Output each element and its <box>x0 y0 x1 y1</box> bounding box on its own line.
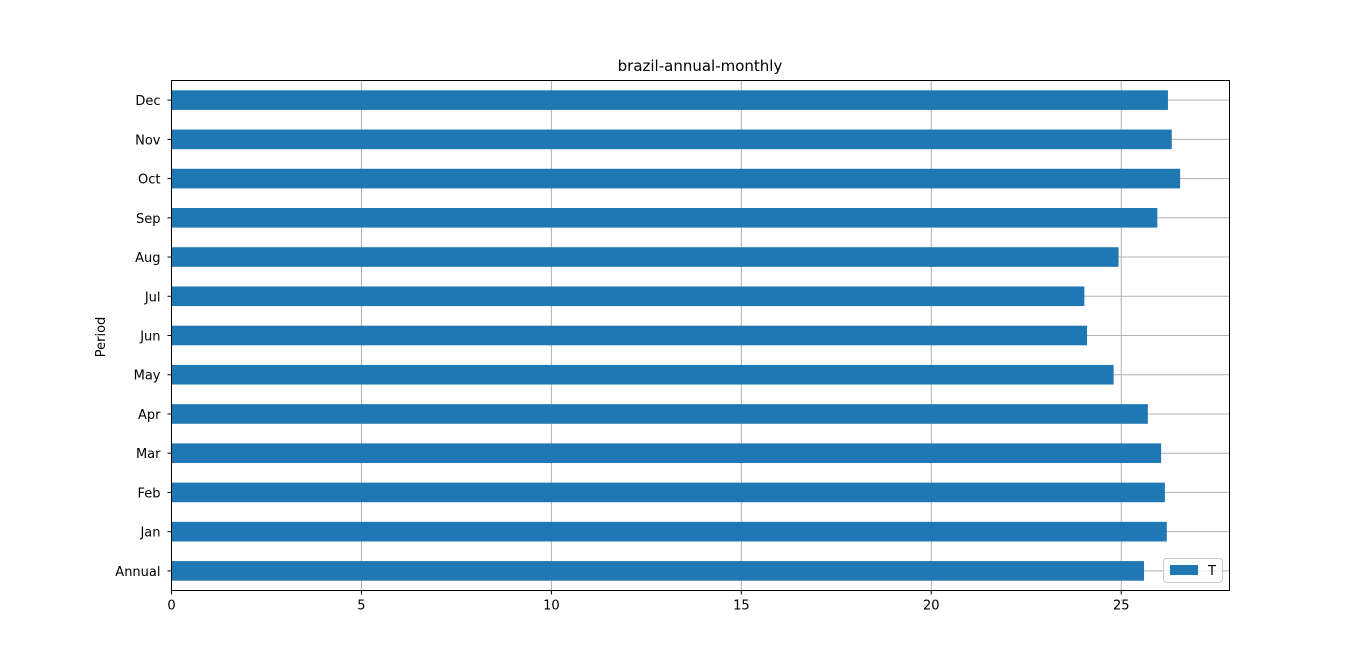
bar <box>171 168 1181 189</box>
x-tick-label: 25 <box>1113 599 1130 614</box>
x-tick-label: 0 <box>167 599 175 614</box>
bar <box>171 208 1158 228</box>
y-tick-label: May <box>134 369 161 384</box>
y-tick-label: Mar <box>136 447 161 462</box>
y-tick-label: Oct <box>138 173 160 188</box>
y-tick-label: Feb <box>137 486 160 501</box>
y-tick-label: Sep <box>136 212 161 227</box>
bar <box>171 404 1148 424</box>
bar <box>171 521 1167 542</box>
bar <box>171 325 1088 346</box>
y-tick-label: Annual <box>115 565 160 580</box>
bar <box>171 90 1168 110</box>
bar <box>171 129 1172 150</box>
y-tick-label: Jun <box>139 330 160 345</box>
x-tick-label: 5 <box>357 599 365 614</box>
bar <box>171 364 1114 385</box>
bar <box>171 561 1145 581</box>
bars <box>171 90 1181 581</box>
bar <box>171 247 1119 267</box>
x-tick-label: 15 <box>733 599 750 614</box>
y-tick-label: Dec <box>135 94 160 109</box>
x-tick-label: 10 <box>543 599 560 614</box>
y-tick-label: Aug <box>135 251 160 266</box>
y-tick-label: Apr <box>138 408 161 423</box>
bar <box>171 443 1162 463</box>
y-axis-ticks: Annual Jan Feb Mar Apr May Jun Jul Aug Sep Oct Nov D… <box>115 94 172 580</box>
legend: T <box>1163 558 1223 583</box>
legend-swatch <box>1170 565 1198 575</box>
y-tick-label: Jul <box>144 290 161 305</box>
y-tick-label: Jan <box>139 526 160 541</box>
y-axis-label: Period <box>94 317 109 358</box>
legend-label: T <box>1207 564 1216 579</box>
x-axis-ticks: 0 5 10 15 20 25 <box>167 590 1130 614</box>
chart-title: brazil-annual-monthly <box>618 57 783 75</box>
plot-frame <box>171 80 1230 591</box>
bar <box>171 482 1165 503</box>
x-tick-label: 20 <box>923 599 940 614</box>
bar <box>171 286 1085 307</box>
y-tick-label: Nov <box>135 133 161 148</box>
